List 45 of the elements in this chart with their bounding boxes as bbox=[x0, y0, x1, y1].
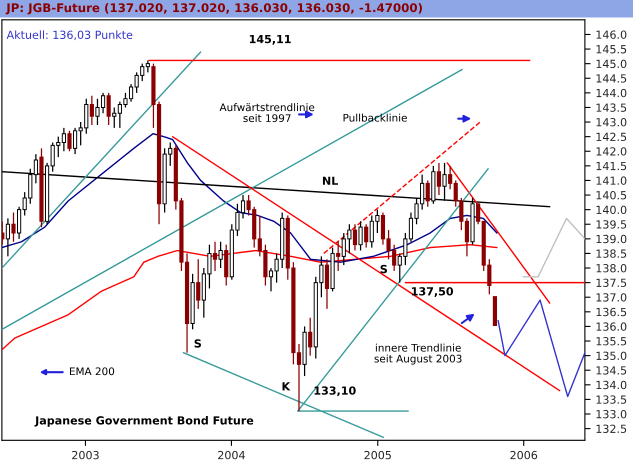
y-tick-label: 135.5 bbox=[596, 336, 626, 346]
y-tick-label: 143.0 bbox=[596, 118, 626, 126]
y-tick-label: 135.0 bbox=[596, 352, 626, 360]
x-tick-label: 2004 bbox=[218, 450, 245, 460]
y-tick-label: 134.0 bbox=[596, 380, 626, 390]
y-tick-label: 138.5 bbox=[596, 249, 626, 258]
y-tick-label: 143.5 bbox=[596, 103, 626, 112]
y-tick-label: 140.0 bbox=[596, 206, 626, 214]
y-tick-label: 141.5 bbox=[596, 162, 626, 170]
y-tick-label: 139.5 bbox=[596, 220, 626, 229]
y-tick-label: 139.0 bbox=[596, 234, 626, 244]
y-tick-label: 132.5 bbox=[596, 424, 626, 433]
annotation: 133,10 bbox=[314, 386, 356, 396]
annotation: S bbox=[194, 339, 201, 348]
text: Aktuell: 136,03 Punkte bbox=[6, 30, 132, 40]
y-tick-label: 133.5 bbox=[596, 395, 626, 404]
y-tick-label: 141.0 bbox=[596, 176, 626, 185]
annotation: K bbox=[282, 382, 290, 390]
y-tick-label: 145.0 bbox=[596, 60, 626, 68]
text: EMA 200 bbox=[70, 367, 114, 376]
y-tick-label: 134.5 bbox=[596, 366, 626, 375]
y-tick-label: 137.5 bbox=[596, 278, 626, 288]
y-tick-label: 142.0 bbox=[596, 147, 626, 156]
y-tick-label: 137.0 bbox=[596, 293, 626, 302]
y-tick-label: 136.5 bbox=[596, 308, 626, 316]
y-tick-label: 144.0 bbox=[596, 88, 626, 98]
annotation: Japanese Government Bond Future bbox=[34, 416, 254, 427]
annotation: NL bbox=[322, 176, 338, 185]
y-tick-label: 138.0 bbox=[596, 264, 626, 272]
x-tick-label: 2003 bbox=[72, 450, 99, 460]
y-tick-label: 145.5 bbox=[596, 45, 626, 54]
chart-title: JP: JGB-Future (137.020, 137.020, 136.030, 136.030, -1.47000) bbox=[6, 3, 422, 14]
annotation: Aufwärtstrendlinie seit 1997 bbox=[220, 103, 314, 122]
annotation: 145,11 bbox=[250, 35, 291, 45]
annotation: S bbox=[380, 264, 387, 274]
annotation: innere Trendlinie seit August 2003 bbox=[374, 344, 462, 365]
y-tick-label: 136.0 bbox=[596, 322, 626, 331]
x-tick-label: 2006 bbox=[510, 450, 538, 460]
y-tick-label: 140.5 bbox=[596, 191, 626, 200]
y-tick-label: 142.5 bbox=[596, 132, 626, 142]
y-tick-label: 144.5 bbox=[596, 74, 626, 83]
x-tick-label: 2005 bbox=[364, 450, 391, 460]
y-tick-label: 146.0 bbox=[596, 30, 626, 39]
y-tick-label: 133.0 bbox=[596, 410, 626, 418]
annotation: 137,50 bbox=[412, 287, 454, 297]
